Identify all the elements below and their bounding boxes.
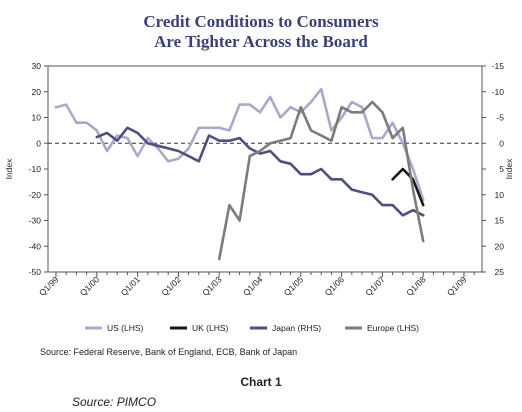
y-tick-label-left: 0 [36, 138, 41, 148]
data-source-note: Source: Federal Reserve, Bank of England… [40, 347, 298, 357]
y-tick-label-left: -50 [29, 267, 42, 277]
series-line-uk-lhs [391, 167, 425, 207]
y-tick-label-right: -15 [492, 61, 505, 71]
y-tick-label-left: 10 [32, 113, 42, 123]
x-tick-label: Q1/00 [78, 274, 102, 298]
series-line-europe-lhs [217, 100, 425, 261]
y-tick-label-right: 0 [499, 138, 504, 148]
x-tick-label: Q1/08 [404, 274, 428, 298]
x-tick-label: Q1/07 [363, 274, 387, 298]
x-tick-label: Q1/09 [445, 274, 469, 298]
series-line-us-lhs [54, 87, 425, 202]
y-tick-label-right: 5 [499, 164, 504, 174]
legend-item: Japan (RHS) [250, 323, 321, 333]
y-tick-label-right: 25 [495, 267, 505, 277]
legend-label: Europe (LHS) [367, 323, 419, 333]
line-chart: 3020100-10-20-30-40-50-15-10-50510152025… [4, 61, 514, 333]
y-axis-label-left: Index [4, 158, 14, 180]
legend-label: Japan (RHS) [272, 323, 321, 333]
plot-frame [47, 65, 483, 273]
x-tick-label: Q1/03 [200, 274, 224, 298]
y-tick-label-right: -5 [496, 113, 504, 123]
legend-item: US (LHS) [85, 323, 144, 333]
y-tick-label-right: 20 [495, 241, 505, 251]
legend-label: US (LHS) [107, 323, 144, 333]
chart-title-line-2: Are Tighter Across the Board [154, 32, 368, 51]
chart-title: Credit Conditions to Consumers Are Tight… [0, 12, 522, 52]
x-tick-label: Q1/05 [282, 274, 306, 298]
y-tick-label-left: 20 [32, 87, 42, 97]
source-credit: Source: PIMCO [72, 395, 157, 409]
x-tick-label: Q1/04 [241, 274, 265, 298]
legend-label: UK (LHS) [192, 323, 229, 333]
y-tick-label-right: -10 [492, 87, 505, 97]
y-tick-label-left: 30 [32, 61, 42, 71]
y-tick-label-left: -10 [29, 164, 42, 174]
y-tick-label-left: -30 [29, 216, 42, 226]
x-tick-label: Q1/01 [119, 274, 143, 298]
y-tick-label-left: -40 [29, 241, 42, 251]
series-line-japan-rhs [95, 126, 425, 217]
y-tick-label-right: 15 [495, 216, 505, 226]
y-tick-label-left: -20 [29, 190, 42, 200]
x-tick-label: Q1/99 [37, 274, 61, 298]
x-tick-label: Q1/02 [159, 274, 183, 298]
legend-item: Europe (LHS) [345, 323, 419, 333]
chart-title-line-1: Credit Conditions to Consumers [143, 12, 379, 31]
y-axis-label-right: Index [504, 158, 514, 180]
legend-item: UK (LHS) [170, 323, 229, 333]
chart-caption: Chart 1 [240, 375, 282, 389]
x-tick-label: Q1/06 [323, 274, 347, 298]
y-tick-label-right: 10 [495, 190, 505, 200]
